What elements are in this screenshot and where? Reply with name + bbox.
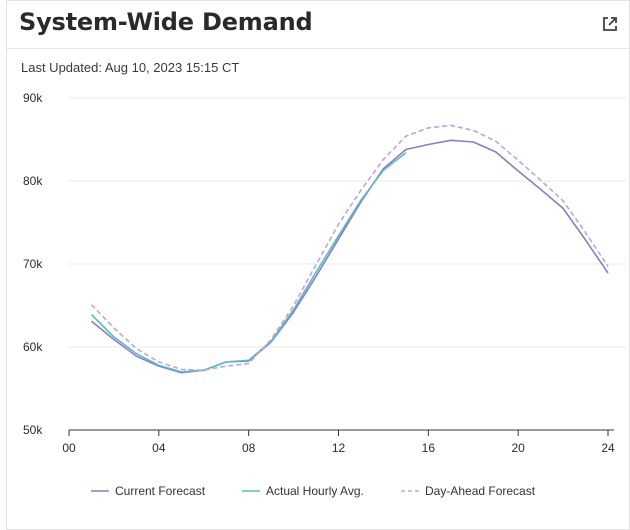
x-tick-label: 12	[332, 441, 346, 455]
x-tick-label: 20	[511, 441, 525, 455]
external-link-icon[interactable]	[601, 15, 619, 33]
card-title: System-Wide Demand	[19, 8, 313, 36]
legend-item-label[interactable]: Current Forecast	[115, 484, 206, 498]
axes: 50k 60k 70k 80k 90k 00 04 08 12 16 20 24	[23, 91, 615, 455]
y-tick-label: 70k	[23, 257, 43, 271]
y-tick-label: 50k	[23, 423, 43, 437]
series-lines	[90, 124, 609, 374]
series-line-actual-hourly-avg[interactable]	[90, 152, 407, 373]
series-line-current-forecast[interactable]	[90, 139, 609, 374]
y-tick-label: 80k	[23, 174, 43, 188]
legend-item-label[interactable]: Actual Hourly Avg.	[266, 484, 364, 498]
x-tick-label: 08	[242, 441, 256, 455]
x-tick-label: 16	[422, 441, 436, 455]
series-line-day-ahead-forecast[interactable]	[90, 124, 609, 372]
y-tick-label: 60k	[23, 340, 43, 354]
card-header: System-Wide Demand	[7, 1, 629, 49]
chart-legend: Current Forecast Actual Hourly Avg. Day-Ah…	[91, 484, 536, 498]
y-tick-label: 90k	[23, 91, 43, 105]
x-tick-label: 04	[152, 441, 166, 455]
x-tick-label: 00	[62, 441, 76, 455]
grid-lines	[69, 97, 626, 348]
legend-item-label[interactable]: Day-Ahead Forecast	[425, 484, 536, 498]
demand-card: System-Wide Demand Last Updated: Aug 10,…	[6, 0, 630, 530]
last-updated-text: Last Updated: Aug 10, 2023 15:15 CT	[21, 60, 240, 75]
x-tick-label: 24	[601, 441, 615, 455]
